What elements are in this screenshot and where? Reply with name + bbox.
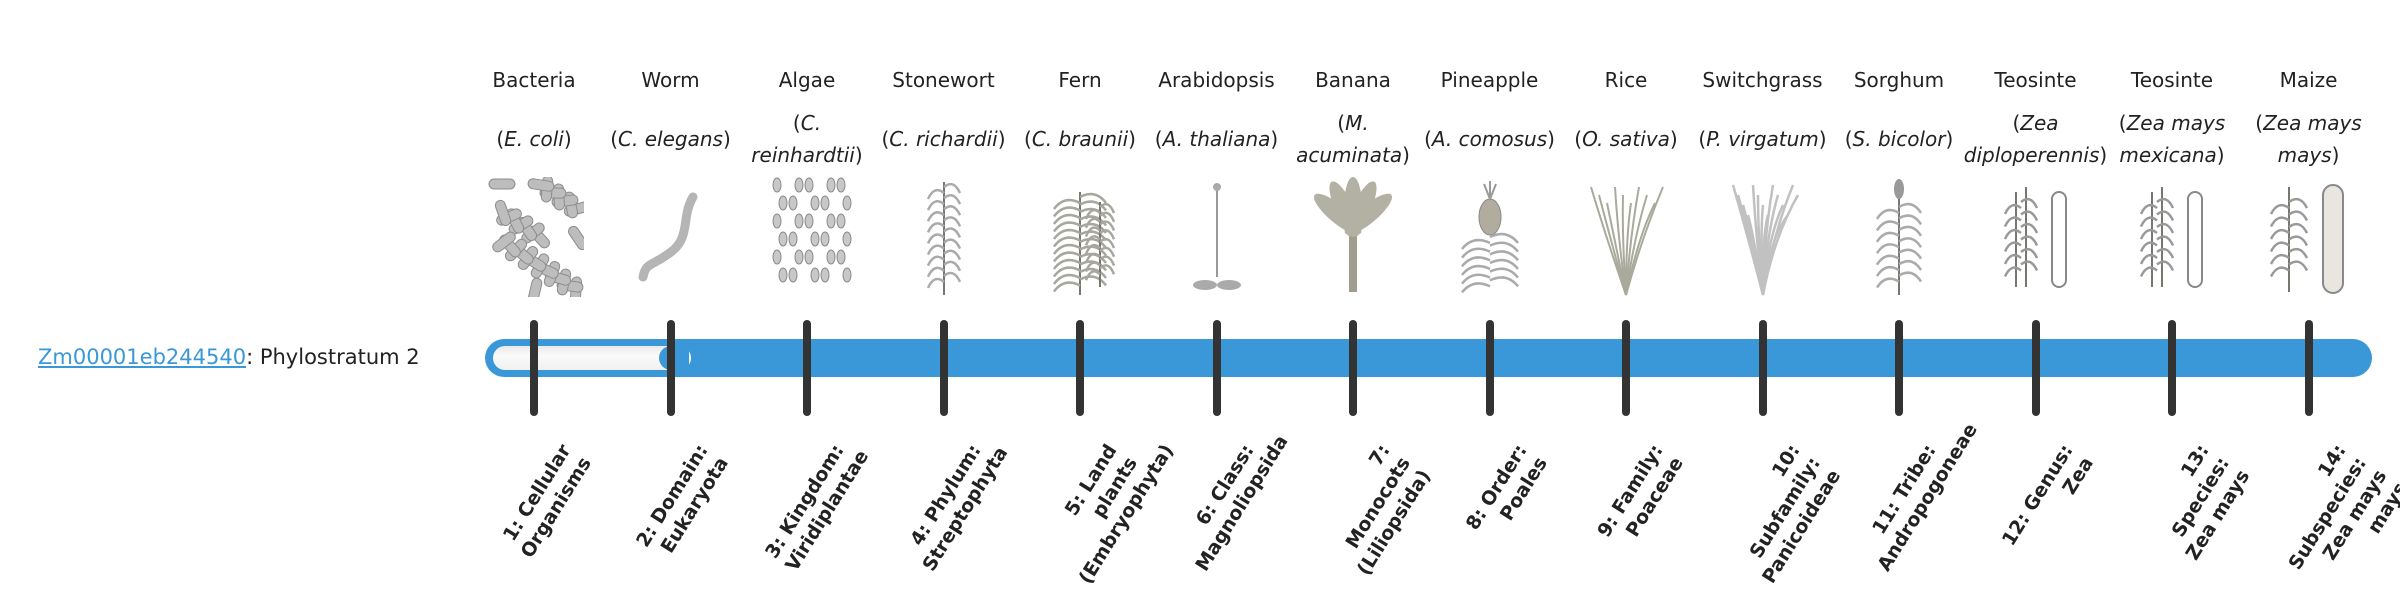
organism-common-name: Fern <box>1058 68 1102 92</box>
stratum-label: 5: Land plants (Embryophyta) <box>1060 440 1179 588</box>
bar-unfilled-segment <box>493 346 691 370</box>
species-name: M. acuminata <box>1296 111 1403 167</box>
organism-species: (M. acuminata) <box>1296 111 1410 167</box>
stratum-label: 12: Genus: Zea <box>1997 440 2098 550</box>
switchgrass-illustration-icon <box>1713 177 1813 297</box>
stratum-tick <box>1212 320 1221 416</box>
gene-id-link[interactable]: Zm00001eb244540 <box>38 345 247 369</box>
worm-illustration-icon <box>621 177 721 297</box>
organism-species: (O. sativa) <box>1574 127 1678 151</box>
organism-species: (E. coli) <box>496 127 572 151</box>
algae-illustration-icon <box>757 177 857 297</box>
stratum-label: 4: Phylum: Streptophyta <box>905 440 1012 576</box>
species-name: C. reinhardtii <box>751 111 855 167</box>
stratum-tick <box>803 320 811 416</box>
maize-illustration-icon <box>2259 177 2359 297</box>
species-name: A. thaliana <box>1162 127 1271 151</box>
organism-species: (Zea mays mexicana) <box>2118 111 2226 167</box>
stratum-label: 6: Class: Magnoliopsida <box>1190 431 1293 576</box>
stratum-label: 1: Cellular Organisms <box>498 440 596 562</box>
stratum-label: 13: Species: Zea mays <box>2167 440 2255 564</box>
sorghum-illustration-icon <box>1849 177 1949 297</box>
fern-illustration-icon <box>1030 177 1130 297</box>
species-name: A. comosus <box>1431 127 1548 151</box>
organism-species: (C. reinhardtii) <box>751 111 863 167</box>
stratum-tick <box>939 320 948 416</box>
organism-common-name: Worm <box>641 68 700 92</box>
stratum-label: 11: Tribe: Andropogoneae <box>1868 419 1982 576</box>
stratum-label: 2: Domain: Eukaryota <box>631 440 733 558</box>
stratum-label: 8: Order: Poales <box>1461 440 1552 534</box>
organism-species: (P. virgatum) <box>1698 127 1827 151</box>
organism-common-name: Switchgrass <box>1702 68 1823 92</box>
organism-common-name: Algae <box>778 68 836 92</box>
stratum-tick <box>530 320 538 416</box>
organism-common-name: Bacteria <box>492 68 576 92</box>
stratum-label: 7: Monocots (Liliopsida) <box>1341 440 1436 580</box>
arabidopsis-illustration-icon <box>1167 177 1267 297</box>
species-name: O. sativa <box>1582 127 1670 151</box>
species-name: Zea mays mays <box>2263 111 2362 167</box>
species-name: E. coli <box>504 127 564 151</box>
stratum-tick <box>666 320 675 416</box>
species-name: Zea mays mexicana <box>2119 111 2226 167</box>
stratum-tick <box>2168 320 2176 416</box>
bacteria-illustration-icon <box>484 175 591 305</box>
stratum-tick <box>2304 320 2313 416</box>
teosinte-illustration-icon <box>2122 177 2222 297</box>
stratum-tick <box>1076 320 1084 416</box>
stratum-tick <box>1485 320 1494 416</box>
organism-common-name: Banana <box>1315 68 1391 92</box>
species-name: P. virgatum <box>1706 127 1819 151</box>
gene-label: Zm00001eb244540: Phylostratum 2 <box>38 340 420 374</box>
organism-common-name: Teosinte <box>2130 68 2214 92</box>
species-name: C. braunii <box>1031 127 1129 151</box>
organism-species: (Zea diploperennis) <box>1963 111 2108 167</box>
organism-common-name: Rice <box>1604 68 1648 92</box>
organism-species: (Zea mays mays) <box>2255 111 2362 167</box>
teosinte-illustration-icon <box>1986 177 2086 297</box>
organism-species: (C. richardii) <box>881 127 1006 151</box>
banana-illustration-icon <box>1303 177 1403 297</box>
stratum-label: 14: Subspecies: Zea mays mays <box>2283 440 2400 574</box>
species-name: C. richardii <box>889 127 998 151</box>
pineapple-illustration-icon <box>1440 177 1540 297</box>
organism-species: (C. braunii) <box>1024 127 1136 151</box>
organism-common-name: Pineapple <box>1440 68 1539 92</box>
organism-species: (A. thaliana) <box>1154 127 1279 151</box>
species-name: Zea diploperennis <box>1963 111 2100 167</box>
organism-species: (C. elegans) <box>610 127 731 151</box>
phylostratum-text: Phylostratum 2 <box>259 345 420 369</box>
species-name: S. bicolor <box>1852 127 1946 151</box>
stratum-tick <box>2031 320 2040 416</box>
organism-common-name: Sorghum <box>1853 68 1945 92</box>
organism-common-name: Maize <box>2279 68 2338 92</box>
separator: : <box>246 345 260 369</box>
rice-illustration-icon <box>1576 177 1676 297</box>
organism-common-name: Stonewort <box>892 68 995 92</box>
stratum-tick <box>1349 320 1357 416</box>
species-name: C. elegans <box>618 127 723 151</box>
stonewort-illustration-icon <box>894 177 994 297</box>
organism-common-name: Arabidopsis <box>1158 68 1275 92</box>
stratum-tick <box>1758 320 1767 416</box>
stratum-label: 3: Kingdom: Viridiplantae <box>761 440 874 576</box>
stratum-label: 9: Family: Poaceae <box>1593 440 1688 542</box>
organism-species: (A. comosus) <box>1424 127 1555 151</box>
stratum-label: 10: Subfamily: Panicoideae <box>1744 440 1845 588</box>
stratum-tick <box>1895 320 1903 416</box>
stratum-tick <box>1622 320 1630 416</box>
organism-common-name: Teosinte <box>1994 68 2077 92</box>
phylostratum-bar <box>485 339 2372 377</box>
organism-species: (S. bicolor) <box>1844 127 1954 151</box>
